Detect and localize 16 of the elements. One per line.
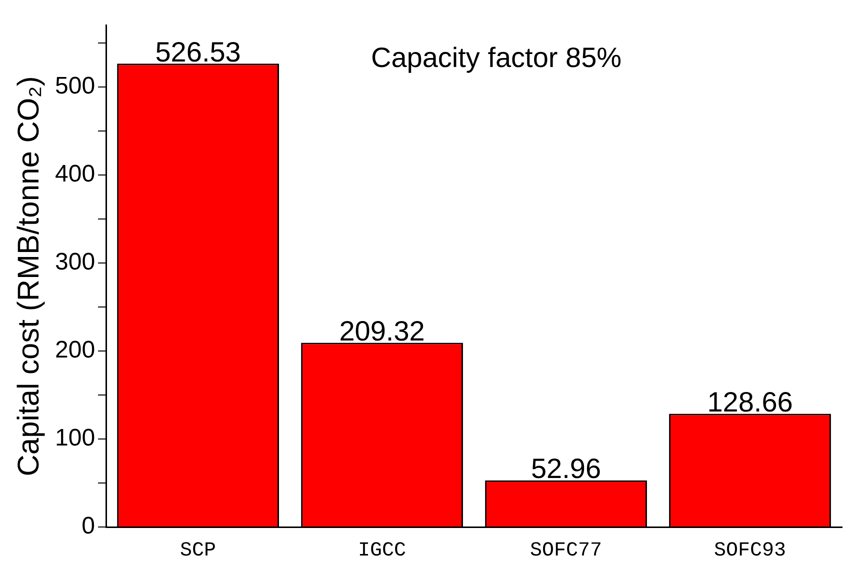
x-tick-label: IGCC [358, 539, 406, 562]
y-tick-label: 200 [54, 336, 96, 364]
y-axis-title: Capital cost (RMB/tonne CO₂) [12, 76, 46, 476]
data-label: 128.66 [707, 386, 793, 418]
y-tick-label: 500 [54, 72, 96, 100]
annotation: Capacity factor 85% [370, 42, 622, 74]
data-label: 526.53 [155, 36, 241, 68]
y-tick-label: 400 [54, 160, 96, 188]
y-tick-label: 0 [82, 512, 96, 540]
data-label: 209.32 [339, 316, 425, 347]
y-tick-label: 100 [54, 424, 96, 452]
x-tick-label: SOFC77 [530, 539, 602, 562]
data-label: 52.96 [530, 453, 602, 484]
y-tick-label: 300 [54, 248, 96, 276]
x-tick-label: SOFC93 [714, 539, 786, 562]
x-tick-label: SCP [180, 539, 216, 562]
